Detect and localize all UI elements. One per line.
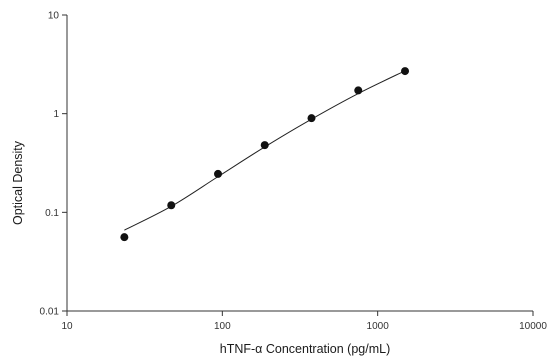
y-axis-title: Optical Density	[11, 140, 25, 225]
y-tick-label: 1	[53, 109, 59, 120]
x-tick-label: 100	[214, 321, 231, 332]
x-tick-label: 10	[61, 321, 73, 332]
y-axis-ticks: 0.01 0.1 1 10	[40, 11, 67, 318]
x-tick-label: 10000	[519, 321, 547, 332]
data-point	[401, 67, 410, 76]
x-axis-title: hTNF-α Concentration (pg/mL)	[220, 342, 390, 356]
fit-curve	[124, 70, 406, 231]
data-point	[354, 86, 363, 95]
x-axis-ticks: 10 100 1000 10000	[61, 311, 547, 332]
y-tick-label: 0.01	[40, 307, 60, 318]
data-point	[307, 114, 316, 123]
data-point	[120, 233, 129, 242]
data-points	[120, 67, 410, 242]
axes	[66, 15, 533, 312]
data-point	[167, 201, 176, 210]
y-tick-label: 10	[48, 11, 60, 22]
y-tick-label: 0.1	[45, 208, 59, 219]
data-point	[214, 169, 223, 178]
x-tick-label: 1000	[367, 321, 390, 332]
data-point	[260, 141, 269, 150]
